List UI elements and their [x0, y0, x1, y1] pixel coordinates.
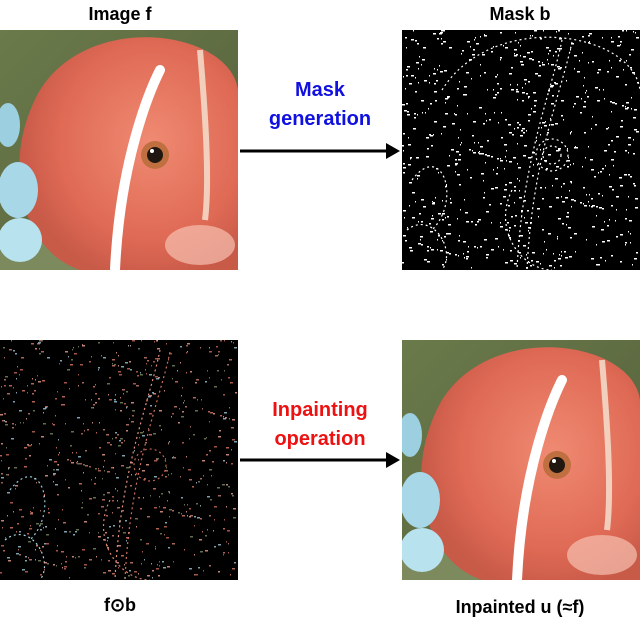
mask-image	[402, 30, 640, 270]
inpainted-panel	[402, 340, 640, 580]
inpainting-operation-label: Inpainting operation	[240, 396, 400, 454]
mask-b-title: Mask b	[489, 4, 551, 24]
masked-image-caption: f⊙b	[103, 595, 137, 615]
inpainted-image	[402, 340, 640, 580]
mask-generation-arrow	[240, 143, 400, 159]
image-f-title: Image f	[88, 4, 152, 24]
mask-generation-line2: generation	[268, 108, 372, 130]
mask-generation-line1: Mask	[294, 79, 346, 101]
inpainting-line1: Inpainting	[272, 399, 368, 421]
clownfish-image	[0, 30, 238, 270]
mask-generation-label: Mask generation	[240, 76, 400, 134]
masked-image-panel	[0, 340, 238, 580]
masked-image	[0, 340, 238, 580]
inpainting-line2: operation	[274, 428, 366, 450]
inpainted-caption: Inpainted u (≈f)	[455, 597, 585, 617]
image-f-panel	[0, 30, 238, 270]
inpainting-arrow	[240, 452, 400, 468]
mask-b-panel	[402, 30, 640, 270]
